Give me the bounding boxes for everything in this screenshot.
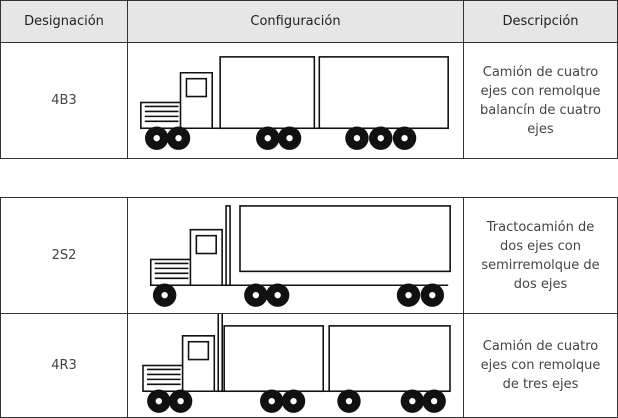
truck-part xyxy=(399,133,410,143)
header-cell: Designación xyxy=(0,0,128,43)
truck-part xyxy=(288,396,299,406)
truck-part xyxy=(195,234,217,255)
description: Tractocamión de dos ejes con semirremolq… xyxy=(463,197,618,314)
truck-part xyxy=(151,133,162,143)
truck-part xyxy=(262,133,273,143)
truck-part xyxy=(318,56,449,130)
truck-part xyxy=(344,396,354,406)
config-cell xyxy=(127,313,464,418)
truck-part xyxy=(185,77,208,98)
truck-part xyxy=(219,56,316,130)
truck-part xyxy=(328,325,451,393)
truck-part xyxy=(403,290,414,300)
header-cell: Descripción xyxy=(463,0,618,43)
header-cell: Configuración xyxy=(127,0,464,43)
truck-part xyxy=(376,133,386,143)
truck-part xyxy=(266,396,277,406)
designation: 2S2 xyxy=(0,197,128,314)
truck-part xyxy=(225,205,231,287)
truck-part xyxy=(187,340,210,361)
truck-drawing xyxy=(140,56,449,150)
designation: 4R3 xyxy=(0,313,128,418)
truck-part xyxy=(239,205,451,273)
truck-part xyxy=(217,314,224,393)
truck-part xyxy=(159,290,170,300)
description: Camión de cuatro ejes con remolque balan… xyxy=(463,42,618,159)
truck-part xyxy=(429,396,439,406)
truck-part xyxy=(427,290,438,300)
truck-part xyxy=(352,133,362,143)
truck-drawing xyxy=(142,314,451,413)
truck-part xyxy=(175,396,186,406)
description: Camión de cuatro ejes con remolque de tr… xyxy=(463,313,618,418)
truck-part xyxy=(407,396,418,406)
truck-part xyxy=(284,133,295,143)
truck-part xyxy=(223,325,325,393)
truck-part xyxy=(251,290,261,300)
truck-part xyxy=(154,396,164,406)
designation: 4B3 xyxy=(0,42,128,159)
truck-part xyxy=(173,133,184,143)
config-cell xyxy=(127,197,464,314)
truck-drawing xyxy=(149,205,451,307)
config-cell xyxy=(127,42,464,159)
truck-part xyxy=(272,290,283,300)
